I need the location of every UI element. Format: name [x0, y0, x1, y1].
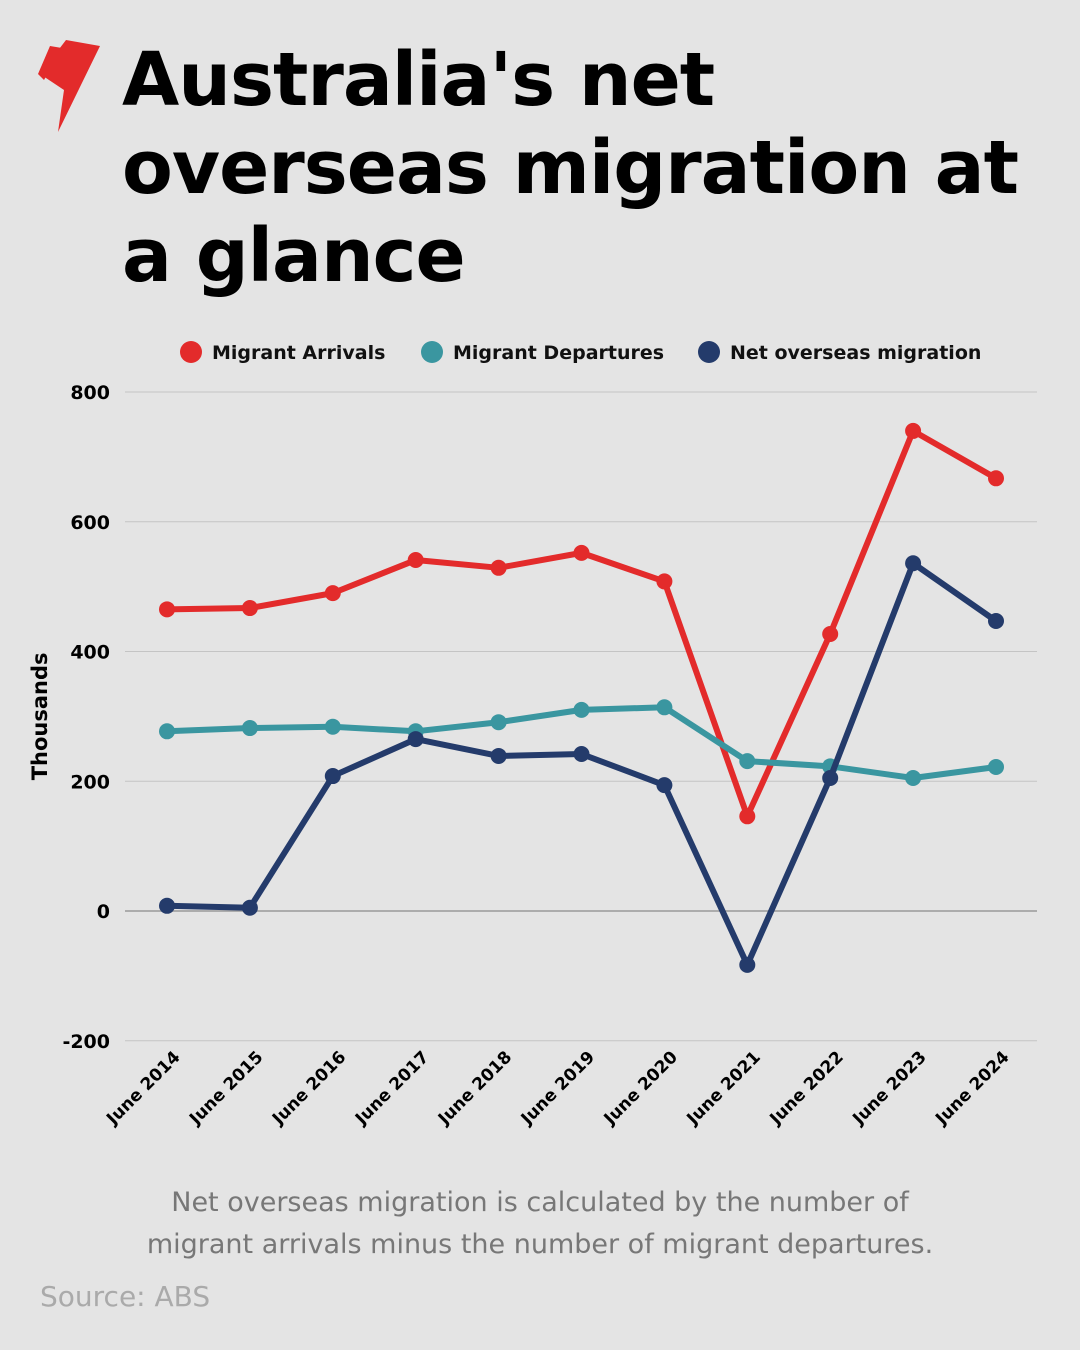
y-tick-label: 0	[97, 901, 110, 923]
x-tick-label: June 2014	[102, 1047, 184, 1129]
legend-label: Net overseas migration	[730, 342, 981, 364]
series-line	[166, 704, 997, 782]
x-tick-label: June 2016	[268, 1047, 350, 1129]
data-point	[656, 573, 673, 590]
data-point	[324, 768, 341, 785]
x-tick-label: June 2020	[600, 1047, 682, 1129]
data-point	[573, 701, 590, 718]
data-point	[739, 808, 756, 825]
legend-label: Migrant Arrivals	[212, 342, 385, 364]
source-label: Source: ABS	[40, 1280, 211, 1313]
footnote: Net overseas migration is calculated by …	[0, 1182, 1080, 1266]
data-point	[407, 731, 424, 748]
y-axis-label: Thousands	[28, 652, 52, 780]
data-point	[905, 770, 922, 787]
data-point	[573, 746, 590, 763]
data-point	[241, 600, 258, 617]
x-tick-label: June 2017	[351, 1047, 433, 1129]
footnote-text: Net overseas migration is calculated by …	[146, 1187, 934, 1260]
y-tick-label: 800	[70, 382, 110, 404]
data-point	[573, 544, 590, 561]
data-point	[656, 777, 673, 794]
data-point	[324, 585, 341, 602]
x-tick-label: June 2023	[848, 1047, 930, 1129]
y-tick-label: 400	[70, 642, 110, 664]
y-tick-label: 600	[70, 512, 110, 534]
data-point	[905, 555, 922, 572]
x-tick-label: June 2022	[766, 1047, 848, 1129]
data-point	[656, 699, 673, 716]
data-point	[241, 720, 258, 737]
data-point	[739, 956, 756, 973]
x-tick-label: June 2019	[517, 1047, 599, 1129]
data-point	[241, 899, 258, 916]
x-tick-label: June 2015	[185, 1047, 267, 1129]
data-point	[490, 747, 507, 764]
y-tick-label: -200	[62, 1031, 110, 1053]
legend-marker	[180, 341, 202, 363]
chart-title: Australia's net overseas migration at a …	[122, 37, 1019, 299]
series-line	[166, 560, 998, 968]
data-point	[988, 758, 1004, 775]
data-point	[490, 559, 507, 576]
data-point	[822, 625, 839, 642]
data-point	[159, 601, 175, 618]
x-tick-label: June 2021	[683, 1047, 765, 1129]
y-tick-label: 200	[70, 771, 110, 793]
data-point	[407, 552, 424, 569]
data-point	[159, 897, 175, 914]
legend-marker	[421, 341, 443, 363]
data-point	[490, 714, 507, 731]
data-point	[988, 470, 1004, 487]
x-tick-label: June 2018	[434, 1047, 516, 1129]
sbs-logo-icon	[38, 40, 100, 132]
x-tick-label: June 2024	[931, 1047, 1013, 1129]
data-point	[739, 753, 756, 770]
data-point	[159, 723, 175, 740]
data-point	[822, 770, 839, 787]
legend-marker	[698, 341, 720, 363]
data-point	[905, 422, 922, 439]
data-point	[324, 718, 341, 735]
data-point	[988, 613, 1004, 630]
legend-label: Migrant Departures	[453, 342, 664, 364]
